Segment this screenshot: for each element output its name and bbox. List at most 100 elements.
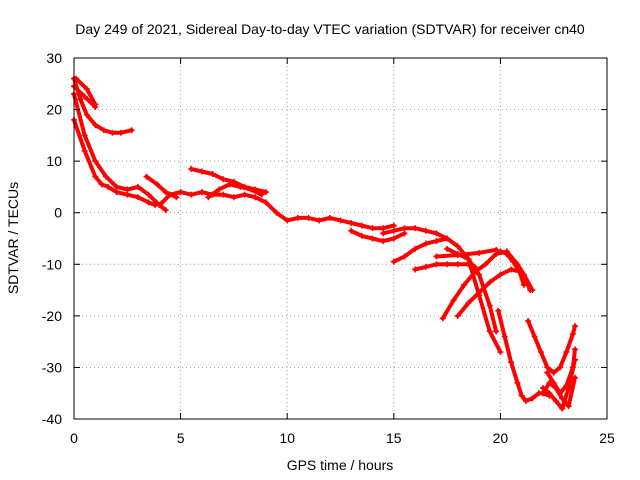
data-point-marker (173, 194, 180, 201)
data-point-marker (454, 312, 461, 319)
data-point-marker (390, 235, 397, 242)
series-track-e (73, 75, 99, 108)
data-point-marker (390, 222, 397, 229)
data-point-marker (476, 289, 483, 296)
data-point-marker (518, 392, 525, 399)
series-track-r (497, 248, 527, 288)
tick-labels: 0 5 10 15 20 25 -40 -30 -20 -10 0 10 20 30 (42, 50, 615, 446)
data-point-marker (134, 183, 141, 190)
data-point-marker (294, 214, 301, 221)
data-point-marker (237, 183, 244, 190)
data-point-marker (497, 271, 504, 278)
data-point-marker (92, 173, 99, 180)
y-axis-label: SDTVAR / TECUs (5, 182, 21, 294)
series-line (434, 247, 499, 259)
y-tick-label: -10 (42, 256, 62, 272)
data-point-marker (316, 217, 323, 224)
data-point-marker (337, 217, 344, 224)
data-point-marker (572, 323, 579, 330)
data-point-marker (471, 269, 478, 276)
data-point-marker (102, 173, 109, 180)
data-point-marker (252, 194, 259, 201)
data-point-marker (401, 230, 408, 237)
data-point-marker (461, 281, 468, 288)
data-point-marker (117, 129, 124, 136)
data-point-marker (510, 258, 517, 265)
series-track-b (71, 91, 169, 214)
data-point-marker (226, 181, 233, 188)
data-point-marker (493, 328, 500, 335)
data-point-marker (433, 253, 440, 260)
y-tick-label: 10 (46, 153, 62, 169)
data-point-marker (326, 214, 333, 221)
data-point-marker (92, 158, 99, 165)
data-point-marker (390, 227, 397, 234)
data-point-marker (134, 194, 141, 201)
series-track-s (525, 318, 579, 376)
x-tick-label: 10 (279, 430, 295, 446)
data-point-marker (124, 191, 131, 198)
data-point-marker (247, 186, 254, 193)
x-axis-label: GPS time / hours (287, 457, 394, 473)
series-track-i (348, 227, 408, 245)
data-series (71, 75, 579, 412)
data-point-marker (422, 263, 429, 270)
data-point-marker (145, 191, 152, 198)
data-point-marker (552, 397, 559, 404)
series-track-h (205, 181, 265, 201)
chart-title: Day 249 of 2021, Sidereal Day-to-day VTE… (75, 21, 585, 37)
y-tick-label: 30 (46, 50, 62, 66)
series-track-n (439, 248, 536, 322)
data-point-marker (258, 191, 265, 198)
data-point-marker (476, 271, 483, 278)
data-point-marker (81, 93, 88, 100)
data-point-marker (205, 194, 212, 201)
data-point-marker (557, 364, 564, 371)
data-point-marker (401, 253, 408, 260)
data-point-marker (525, 318, 532, 325)
data-point-marker (105, 183, 112, 190)
data-point-marker (508, 266, 515, 273)
data-point-marker (454, 261, 461, 268)
data-point-marker (100, 127, 107, 134)
y-tick-label: -20 (42, 308, 62, 324)
series-line (541, 375, 577, 409)
data-point-marker (569, 364, 576, 371)
series-line (440, 249, 535, 321)
series-line (72, 117, 396, 231)
data-point-marker (529, 395, 536, 402)
data-point-marker (503, 250, 510, 257)
series-track-f (143, 173, 180, 201)
data-point-marker (77, 96, 84, 103)
data-point-marker (209, 171, 216, 178)
data-point-marker (401, 225, 408, 232)
data-point-marker (563, 348, 570, 355)
data-point-marker (422, 240, 429, 247)
data-point-marker (305, 214, 312, 221)
data-point-marker (412, 225, 419, 232)
data-point-marker (531, 333, 538, 340)
series-track-o (433, 246, 500, 260)
data-point-marker (113, 189, 120, 196)
series-line (349, 228, 407, 244)
data-point-marker (444, 245, 451, 252)
x-tick-label: 25 (599, 430, 615, 446)
data-point-marker (444, 235, 451, 242)
x-tick-label: 5 (177, 430, 185, 446)
data-point-marker (273, 209, 280, 216)
data-point-marker (145, 199, 152, 206)
data-point-marker (465, 256, 472, 263)
grid-lines (73, 57, 608, 420)
y-tick-label: -30 (42, 359, 62, 375)
data-point-marker (486, 279, 493, 286)
data-point-marker (369, 235, 376, 242)
data-point-marker (537, 348, 544, 355)
data-point-marker (433, 230, 440, 237)
data-point-marker (550, 369, 557, 376)
data-point-marker (454, 243, 461, 250)
series-track-k (390, 235, 451, 265)
data-point-marker (497, 248, 504, 255)
plot-frame (73, 57, 608, 420)
data-point-marker (83, 85, 90, 92)
data-point-marker (198, 189, 205, 196)
